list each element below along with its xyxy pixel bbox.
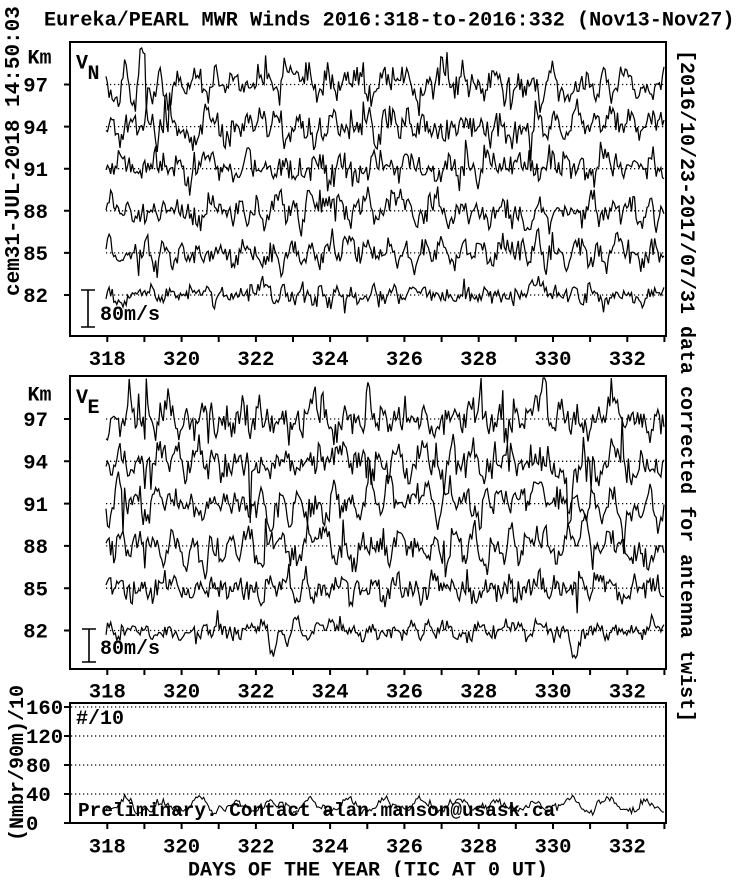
- svg-text:97: 97: [23, 76, 48, 99]
- svg-text:V: V: [76, 53, 88, 76]
- svg-text:Preliminary. Contact alan.mans: Preliminary. Contact alan.manson@usask.c…: [78, 800, 555, 822]
- svg-text:97: 97: [23, 410, 48, 433]
- svg-text:318: 318: [89, 682, 126, 705]
- svg-text:82: 82: [23, 286, 48, 309]
- svg-text:120: 120: [26, 727, 63, 750]
- svg-text:328: 328: [460, 837, 497, 860]
- svg-text:80m/s: 80m/s: [100, 638, 160, 661]
- svg-text:160: 160: [26, 698, 63, 721]
- svg-text:88: 88: [23, 202, 48, 225]
- svg-text:#/10: #/10: [76, 708, 124, 731]
- svg-text:Km: Km: [27, 47, 51, 70]
- svg-text:324: 324: [312, 349, 349, 372]
- svg-text:318: 318: [89, 349, 126, 372]
- svg-text:320: 320: [163, 349, 200, 372]
- svg-text:328: 328: [460, 349, 497, 372]
- svg-text:40: 40: [26, 785, 51, 808]
- svg-text:88: 88: [23, 537, 48, 560]
- svg-text:324: 324: [312, 682, 349, 705]
- svg-text:85: 85: [23, 579, 48, 602]
- svg-text:V: V: [76, 387, 88, 410]
- svg-text:cem31-JUL-2018 14:50:03: cem31-JUL-2018 14:50:03: [3, 6, 26, 296]
- svg-text:82: 82: [23, 622, 48, 645]
- svg-text:320: 320: [163, 682, 200, 705]
- svg-text:80m/s: 80m/s: [100, 304, 160, 327]
- svg-text:326: 326: [386, 349, 423, 372]
- svg-text:332: 332: [609, 349, 646, 372]
- svg-text:326: 326: [386, 837, 423, 860]
- svg-text:91: 91: [23, 495, 48, 518]
- svg-text:330: 330: [534, 837, 571, 860]
- svg-text:80: 80: [26, 756, 51, 779]
- svg-text:E: E: [88, 397, 100, 420]
- svg-text:[2016/10/23-2017/07/31 data co: [2016/10/23-2017/07/31 data corrected fo…: [674, 50, 697, 722]
- svg-text:324: 324: [312, 837, 349, 860]
- svg-text:332: 332: [609, 837, 646, 860]
- svg-text:DAYS OF THE YEAR (TIC AT 0 UT): DAYS OF THE YEAR (TIC AT 0 UT): [188, 860, 548, 878]
- svg-text:328: 328: [460, 682, 497, 705]
- svg-text:(Nmbr/90m)/10: (Nmbr/90m)/10: [7, 685, 30, 841]
- svg-text:322: 322: [237, 349, 274, 372]
- svg-text:94: 94: [23, 453, 48, 476]
- svg-text:318: 318: [89, 837, 126, 860]
- svg-text:322: 322: [237, 837, 274, 860]
- svg-text:330: 330: [534, 682, 571, 705]
- svg-text:326: 326: [386, 682, 423, 705]
- svg-text:330: 330: [534, 349, 571, 372]
- svg-text:Eureka/PEARL MWR Winds 2016:31: Eureka/PEARL MWR Winds 2016:318-to-2016:…: [44, 10, 735, 33]
- svg-text:Km: Km: [27, 384, 51, 407]
- svg-text:332: 332: [609, 682, 646, 705]
- svg-text:0: 0: [26, 814, 38, 837]
- svg-text:322: 322: [237, 682, 274, 705]
- svg-text:320: 320: [163, 837, 200, 860]
- svg-text:91: 91: [23, 160, 48, 183]
- svg-text:N: N: [88, 63, 100, 86]
- svg-text:85: 85: [23, 244, 48, 267]
- svg-text:94: 94: [23, 118, 48, 141]
